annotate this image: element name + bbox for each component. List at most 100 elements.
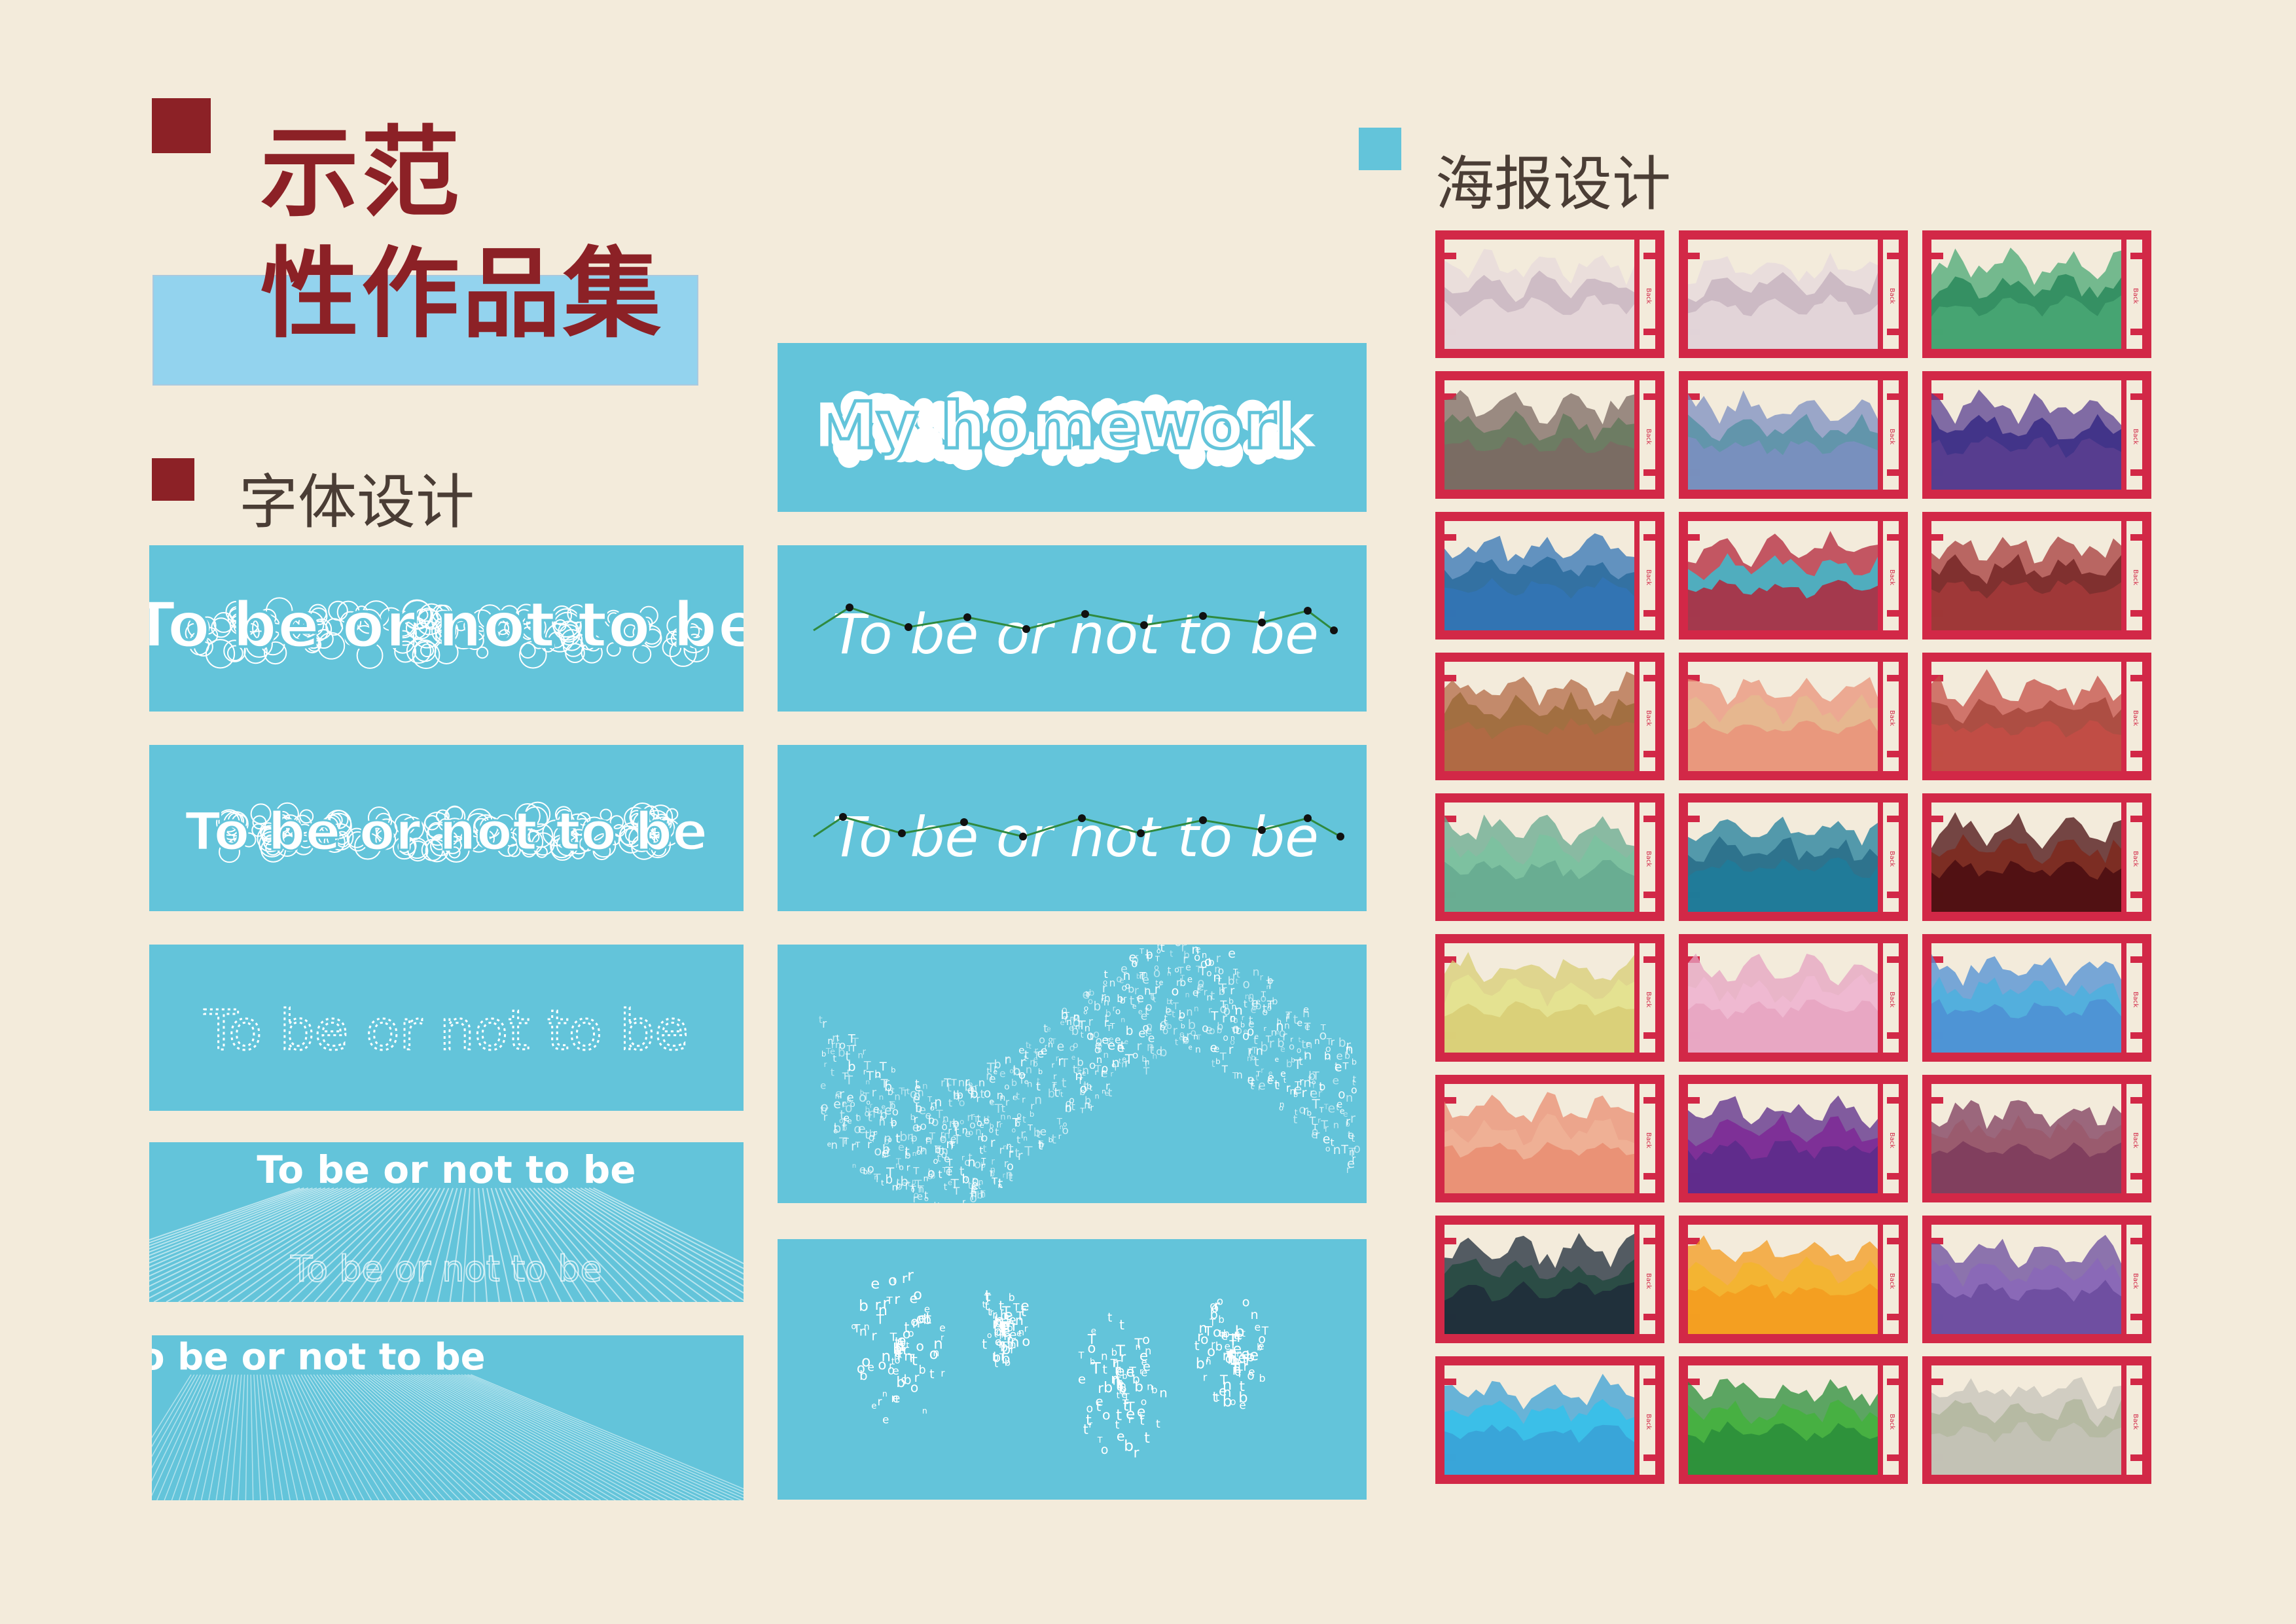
swarm-letter: n [934, 1095, 942, 1110]
bubble-dot [666, 615, 687, 636]
bubble-dot [431, 609, 455, 633]
ray-line [490, 1187, 525, 1302]
ray-line [360, 1374, 512, 1500]
ray-line [461, 1374, 744, 1499]
poster-thumbnail[interactable]: Back [1922, 512, 2151, 640]
swarm-letter: T [1261, 990, 1266, 999]
ray-line [420, 1374, 653, 1500]
swarm-letter: r [1020, 1127, 1026, 1142]
poster-thumbnail[interactable]: Back [1922, 1356, 2151, 1484]
scatter-letter: t [1115, 1418, 1120, 1432]
swarm-letter: t [978, 1182, 981, 1191]
poster-thumbnail[interactable]: Back [1679, 1216, 1908, 1343]
swarm-letter: n [892, 1183, 898, 1193]
bubble-dot [612, 823, 626, 837]
swarm-letter: b [1183, 949, 1190, 961]
swarm-letter: o [1143, 1021, 1149, 1034]
scatter-letter: t [895, 1343, 900, 1356]
scatter-letter: T [984, 1292, 992, 1305]
swarm-letter: b [970, 1086, 978, 1101]
bubble-dot [245, 619, 259, 633]
swarm-letter: o [1198, 977, 1205, 990]
swarm-letter: t [836, 1033, 840, 1042]
swarm-letter: b [863, 1168, 868, 1176]
ray-line [153, 1187, 364, 1302]
poster-side-label: Back [1645, 288, 1652, 304]
swarm-letter: r [1258, 1083, 1261, 1092]
tile-text: To be or not to be [149, 588, 744, 662]
swarm-letter: n [1193, 1032, 1198, 1041]
scatter-letter: e [1009, 1328, 1017, 1342]
ray-line [464, 1374, 744, 1496]
swarm-letter: b [915, 1102, 922, 1115]
scatter-letter: T [1117, 1381, 1124, 1394]
poster-thumbnail[interactable]: Back [1922, 371, 2151, 499]
swarm-letter: o [1175, 945, 1182, 950]
swarm-letter: T [1109, 1021, 1115, 1030]
poster-thumbnail[interactable]: Back [1435, 512, 1664, 640]
swarm-letter: n [1191, 945, 1199, 957]
poster-thumbnail[interactable]: Back [1922, 230, 2151, 358]
poster-thumbnail[interactable]: Back [1435, 1075, 1664, 1202]
scatter-letter: r [1234, 1326, 1240, 1342]
poster-thumbnail[interactable]: Back [1679, 512, 1908, 640]
poster-thumbnail[interactable]: Back [1435, 371, 1664, 499]
swarm-letter: t [977, 1113, 981, 1125]
poster-thumbnail[interactable]: Back [1435, 934, 1664, 1062]
font-tile-handwritten-path-2: To be or not to be [778, 745, 1367, 911]
swarm-letter: T [1027, 1123, 1033, 1132]
poster-thumbnail[interactable]: Back [1435, 230, 1664, 358]
swarm-letter: T [1056, 1117, 1063, 1127]
scatter-letter: r [1117, 1380, 1122, 1394]
swarm-letter: b [1217, 1021, 1223, 1033]
swarm-letter: b [842, 1123, 847, 1133]
poster-side-label: Back [2132, 1132, 2139, 1148]
swarm-letter: T [838, 1135, 848, 1150]
bubble-dot [666, 630, 681, 645]
bubble-dot [391, 630, 415, 654]
swarm-letter: T [969, 1192, 976, 1202]
poster-thumbnail[interactable]: Back [1922, 653, 2151, 780]
swarm-letter: n [922, 1081, 928, 1092]
swarm-letter: b [1079, 1087, 1085, 1098]
poster-thumbnail[interactable]: Back [1922, 1075, 2151, 1202]
swarm-letter: b [990, 1121, 994, 1130]
scatter-letter: T [1013, 1301, 1020, 1314]
scatter-letter: o [895, 1347, 900, 1357]
poster-thumbnail[interactable]: Back [1679, 934, 1908, 1062]
swarm-letter: t [1235, 1024, 1240, 1038]
poster-thumbnail[interactable]: Back [1435, 653, 1664, 780]
poster-thumbnail[interactable]: Back [1922, 793, 2151, 921]
swarm-letter: o [892, 1105, 899, 1118]
swarm-letter: t [906, 1086, 910, 1096]
swarm-letter: t [987, 1066, 990, 1075]
poster-thumbnail[interactable]: Back [1679, 653, 1908, 780]
poster-thumbnail[interactable]: Back [1679, 1075, 1908, 1202]
swarm-letter: o [1072, 1015, 1080, 1030]
swarm-letter: n [1289, 1087, 1295, 1097]
poster-thumbnail[interactable]: Back [1435, 1216, 1664, 1343]
poster-thumbnail[interactable]: Back [1679, 371, 1908, 499]
ray-line [193, 1374, 226, 1500]
poster-thumbnail[interactable]: Back [1679, 1356, 1908, 1484]
swarm-letter: b [1105, 1009, 1111, 1019]
poster-thumbnail[interactable]: Back [1679, 230, 1908, 358]
poster-side-label: Back [1645, 1132, 1652, 1148]
scatter-letter: e [1020, 1298, 1029, 1314]
swarm-letter: T [1104, 1036, 1111, 1048]
swarm-letter: b [1048, 1087, 1055, 1100]
swarm-letter: r [831, 1039, 836, 1051]
poster-thumbnail[interactable]: Back [1435, 1356, 1664, 1484]
swarm-letter: o [866, 1099, 870, 1107]
poster-design-marker [1359, 128, 1401, 170]
scatter-letter: b [1238, 1389, 1247, 1406]
scatter-letter: o [1225, 1350, 1233, 1366]
poster-thumbnail[interactable]: Back [1679, 793, 1908, 921]
poster-thumbnail[interactable]: Back [1922, 934, 2151, 1062]
swarm-letter: b [848, 1059, 856, 1074]
swarm-letter: r [1350, 1111, 1356, 1126]
swarm-letter: n [1253, 965, 1260, 979]
poster-thumbnail[interactable]: Back [1922, 1216, 2151, 1343]
poster-thumbnail[interactable]: Back [1435, 793, 1664, 921]
poster-side-label: Back [1888, 1414, 1895, 1430]
